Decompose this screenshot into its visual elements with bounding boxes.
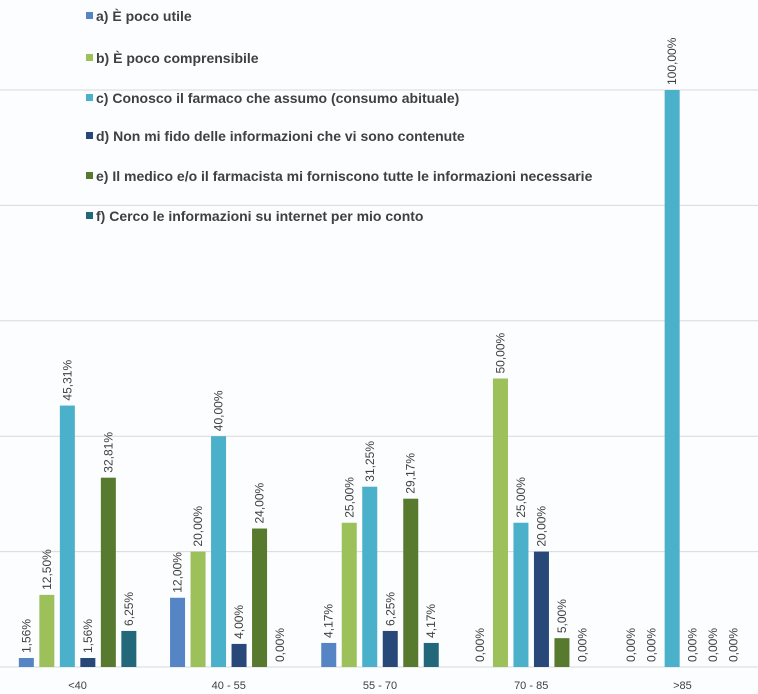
value-label: 40,00% bbox=[212, 390, 226, 431]
value-label: 0,00% bbox=[645, 628, 659, 662]
value-label: 4,17% bbox=[424, 604, 438, 638]
value-label: 25,00% bbox=[514, 477, 528, 518]
bar bbox=[59, 405, 75, 667]
legend-label: c) Conosco il farmaco che assumo (consum… bbox=[96, 90, 460, 106]
bar bbox=[190, 551, 206, 667]
value-label: 0,00% bbox=[706, 628, 720, 662]
bar bbox=[231, 643, 247, 667]
value-label: 4,00% bbox=[232, 605, 246, 639]
legend-swatch bbox=[86, 54, 93, 61]
value-label: 20,00% bbox=[534, 506, 548, 547]
x-tick-label: <40 bbox=[68, 680, 87, 692]
value-label: 12,00% bbox=[171, 552, 185, 593]
x-tick-label: 40 - 55 bbox=[212, 680, 246, 692]
legend-entry: c) Conosco il farmaco che assumo (consum… bbox=[86, 90, 459, 106]
legend-label: b) È poco comprensibile bbox=[96, 50, 259, 66]
bar bbox=[18, 657, 34, 667]
bar bbox=[423, 642, 439, 667]
value-label: 0,00% bbox=[686, 628, 700, 662]
x-tick-label: 70 - 85 bbox=[514, 680, 548, 692]
value-label: 20,00% bbox=[191, 506, 205, 547]
legend-label: f) Cerco le informazioni su internet per… bbox=[96, 208, 424, 224]
bar bbox=[211, 436, 227, 667]
value-label: 0,00% bbox=[473, 628, 487, 662]
bar bbox=[492, 378, 508, 667]
legend-swatch bbox=[86, 12, 93, 19]
legend-entry: a) È poco utile bbox=[86, 8, 192, 24]
value-label: 32,81% bbox=[101, 432, 115, 473]
value-label: 1,56% bbox=[19, 619, 33, 653]
value-label: 5,00% bbox=[555, 599, 569, 633]
legend-entry: e) Il medico e/o il farmacista mi fornis… bbox=[86, 168, 592, 184]
legend-entry: b) È poco comprensibile bbox=[86, 50, 259, 66]
legend-entry: f) Cerco le informazioni su internet per… bbox=[86, 208, 423, 224]
bar bbox=[341, 522, 357, 667]
x-tick-label: 55 - 70 bbox=[363, 680, 397, 692]
bar bbox=[121, 630, 137, 667]
value-label: 6,25% bbox=[383, 592, 397, 626]
bar bbox=[100, 477, 116, 667]
value-label: 4,17% bbox=[322, 604, 336, 638]
legend-label: e) Il medico e/o il farmacista mi fornis… bbox=[96, 168, 593, 184]
bar bbox=[170, 597, 186, 667]
value-label: 0,00% bbox=[273, 628, 287, 662]
legend-swatch bbox=[86, 94, 93, 101]
bar bbox=[252, 528, 268, 667]
bar bbox=[382, 630, 398, 667]
value-label: 50,00% bbox=[493, 332, 507, 373]
value-label: 24,00% bbox=[253, 482, 267, 523]
legend-swatch bbox=[86, 132, 93, 139]
bar bbox=[362, 486, 378, 667]
bar bbox=[321, 642, 337, 667]
value-label: 0,00% bbox=[727, 628, 741, 662]
legend-swatch bbox=[86, 212, 93, 219]
value-label: 12,50% bbox=[40, 549, 54, 590]
bar bbox=[513, 522, 529, 667]
bar bbox=[533, 551, 549, 667]
value-label: 29,17% bbox=[404, 453, 418, 494]
bar bbox=[554, 638, 570, 667]
legend-label: d) Non mi fido delle informazioni che vi… bbox=[96, 128, 465, 144]
bar bbox=[39, 594, 55, 667]
bar bbox=[80, 657, 96, 667]
legend-swatch bbox=[86, 172, 93, 179]
value-label: 100,00% bbox=[665, 37, 679, 85]
x-tick-label: >85 bbox=[673, 680, 692, 692]
value-label: 31,25% bbox=[363, 441, 377, 482]
value-label: 25,00% bbox=[342, 477, 356, 518]
value-label: 0,00% bbox=[575, 628, 589, 662]
value-label: 1,56% bbox=[81, 619, 95, 653]
legend-entry: d) Non mi fido delle informazioni che vi… bbox=[86, 128, 465, 144]
bar bbox=[403, 498, 419, 667]
legend-label: a) È poco utile bbox=[96, 8, 192, 24]
value-label: 45,31% bbox=[60, 360, 74, 401]
bar bbox=[664, 90, 680, 667]
value-label: 0,00% bbox=[624, 628, 638, 662]
value-label: 6,25% bbox=[122, 592, 136, 626]
